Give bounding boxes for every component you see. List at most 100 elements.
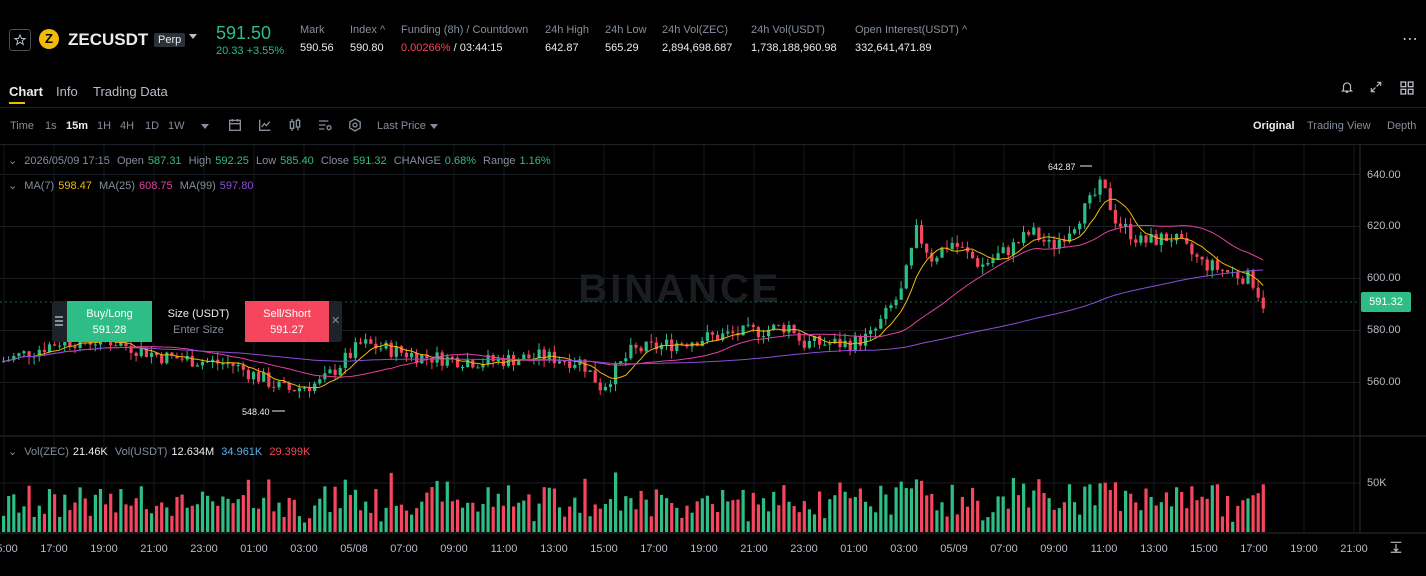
- candle-body: [68, 339, 72, 347]
- volume-bar: [1236, 505, 1240, 532]
- volume-bar: [364, 501, 368, 532]
- volume-bar: [1062, 502, 1066, 532]
- size-input[interactable]: Size (USDT) Enter Size: [152, 301, 245, 342]
- view-depth[interactable]: Depth: [1387, 120, 1417, 132]
- volume-tick: 50K: [1367, 477, 1387, 489]
- ma25-label: MA(25): [98, 180, 136, 192]
- scroll-to-latest-icon[interactable]: [1389, 540, 1403, 554]
- volume-bar: [1037, 479, 1041, 532]
- view-original[interactable]: Original: [1253, 120, 1295, 132]
- collapse-chevron-icon[interactable]: ⌄: [8, 446, 18, 458]
- stat-index[interactable]: Index ^ 590.80: [350, 24, 386, 54]
- candle-body: [491, 355, 495, 362]
- drag-handle-icon[interactable]: [55, 316, 63, 326]
- candle-body: [292, 389, 296, 392]
- indicator-icon[interactable]: [257, 117, 273, 133]
- current-price-tag: 591.32: [1361, 292, 1411, 312]
- candle-body: [1093, 194, 1097, 196]
- volume-bar: [471, 502, 475, 532]
- time-tick: 23:00: [790, 543, 818, 555]
- candle-body: [1175, 234, 1179, 241]
- candle-body: [1027, 232, 1031, 235]
- candle-body: [925, 243, 929, 253]
- candle-body: [522, 354, 526, 361]
- volume-bar: [491, 506, 495, 532]
- collapse-chevron-icon[interactable]: ⌄: [8, 155, 18, 167]
- volume-bar: [262, 497, 266, 532]
- candle-body: [155, 352, 159, 356]
- high-marker-label: 642.87: [1048, 162, 1076, 172]
- zec-coin-icon: Z: [39, 29, 59, 49]
- candle-body: [542, 349, 546, 360]
- chart-settings-icon[interactable]: [317, 117, 333, 133]
- layout-grid-icon[interactable]: [1399, 80, 1415, 96]
- volume-bar: [665, 498, 669, 532]
- interval-1d[interactable]: 1D: [145, 120, 160, 132]
- volume-bar: [1016, 495, 1021, 532]
- interval-dropdown-icon[interactable]: [201, 124, 209, 129]
- close-value: 591.32: [353, 155, 387, 167]
- gear-icon[interactable]: [347, 117, 363, 133]
- volume-bar: [644, 499, 648, 532]
- tab-chart[interactable]: Chart: [9, 84, 43, 99]
- volume-bar: [1073, 502, 1077, 532]
- time-tick: 19:00: [690, 543, 718, 555]
- volume-bar: [741, 489, 745, 532]
- interval-4h[interactable]: 4H: [120, 120, 135, 132]
- candlestick-chart[interactable]: BINANCE: [0, 145, 1426, 576]
- candle-body: [1220, 269, 1225, 271]
- candle-type-icon[interactable]: [287, 117, 303, 133]
- candle-body: [200, 362, 205, 366]
- volume-bar: [828, 499, 832, 532]
- buy-long-button[interactable]: Buy/Long 591.28: [67, 301, 152, 342]
- volume-bar: [512, 506, 516, 532]
- candle-body: [1195, 254, 1199, 257]
- volume-bar: [853, 496, 857, 532]
- volume-bar: [1164, 492, 1168, 532]
- candle-body: [629, 344, 633, 359]
- sell-short-button[interactable]: Sell/Short 591.27: [245, 301, 329, 342]
- volume-bar: [404, 510, 409, 532]
- symbol-dropdown-icon[interactable]: [189, 34, 197, 39]
- interval-1s[interactable]: 1s: [45, 120, 57, 132]
- stat-open-interest[interactable]: Open Interest(USDT) ^ 332,641,471.89: [855, 24, 968, 54]
- ma99-value: 597.80: [219, 180, 254, 192]
- interval-1h[interactable]: 1H: [97, 120, 112, 132]
- price-type-dropdown-icon[interactable]: [430, 124, 438, 129]
- collapse-chevron-icon[interactable]: ⌄: [8, 180, 18, 192]
- tab-trading-data[interactable]: Trading Data: [93, 84, 168, 99]
- ellipsis-icon[interactable]: ⋯: [1402, 31, 1419, 48]
- interval-1w[interactable]: 1W: [168, 120, 185, 132]
- time-tick: 05/09: [940, 543, 968, 555]
- interval-15m[interactable]: 15m: [66, 120, 89, 132]
- volume-bar: [1251, 495, 1255, 532]
- calendar-icon[interactable]: [227, 117, 243, 133]
- view-trading-view[interactable]: Trading View: [1307, 120, 1371, 132]
- volume-bar: [149, 513, 154, 532]
- candle-body: [996, 253, 1000, 259]
- candle-body: [695, 342, 699, 346]
- volume-bar: [251, 508, 256, 532]
- tab-info[interactable]: Info: [56, 84, 78, 99]
- bell-icon[interactable]: [1340, 80, 1354, 94]
- volume-bar: [119, 489, 123, 532]
- candle-body: [812, 336, 817, 342]
- time-tick: 07:00: [390, 543, 418, 555]
- candle-body: [461, 366, 465, 368]
- favorite-star-button[interactable]: [9, 29, 31, 51]
- volume-bar: [996, 496, 1000, 532]
- candle-body: [588, 370, 592, 372]
- stat-24h-high: 24h High 642.87: [545, 24, 590, 54]
- volume-bar: [379, 521, 383, 532]
- volume-bar: [1185, 508, 1189, 532]
- candle-body: [109, 340, 113, 346]
- volume-bar: [563, 516, 567, 532]
- price-type-select[interactable]: Last Price: [377, 120, 426, 132]
- candle-body: [971, 251, 975, 259]
- symbol-name[interactable]: ZECUSDT: [68, 30, 149, 49]
- volume-bar: [1149, 496, 1153, 532]
- expand-icon[interactable]: [1369, 80, 1383, 94]
- close-icon[interactable]: ✕: [331, 315, 341, 327]
- candle-body: [777, 324, 781, 326]
- candle-body: [1022, 232, 1026, 244]
